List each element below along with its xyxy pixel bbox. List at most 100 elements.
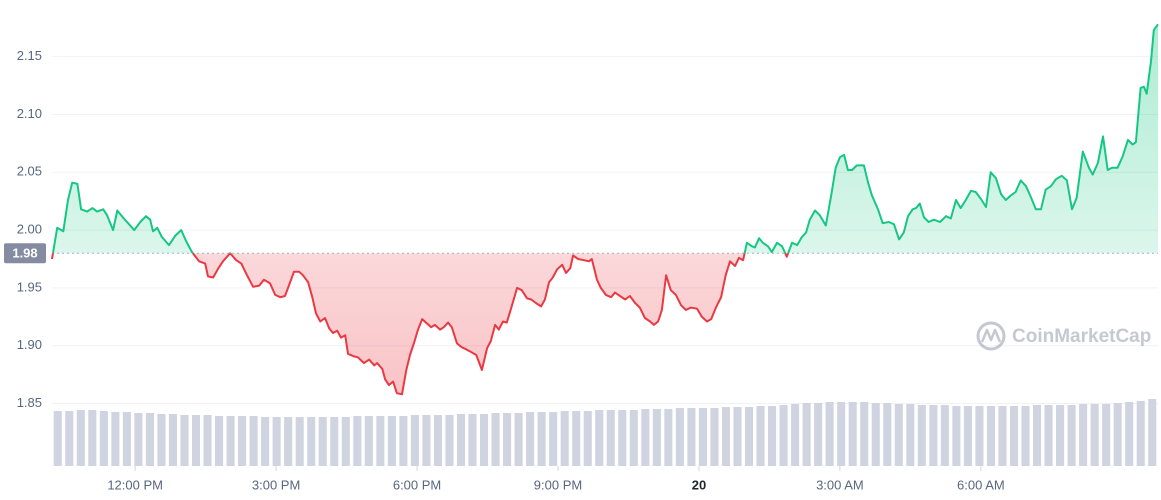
volume-bar (710, 408, 719, 466)
baseline-label: 1.98 (12, 246, 37, 261)
volume-bar (906, 404, 915, 466)
price-line-down (51, 253, 790, 396)
volume-bar (1113, 403, 1122, 466)
plot (51, 23, 1159, 396)
volume-bar (65, 411, 74, 466)
volume-bar (894, 404, 903, 466)
volume-bar (871, 403, 880, 466)
volume-bar (986, 406, 995, 466)
volume-bar (848, 402, 857, 466)
volume-bar (975, 406, 984, 466)
volume-bar (318, 417, 327, 466)
volume-bar (134, 413, 143, 466)
volume-bar (917, 405, 926, 466)
x-tick-label: 20 (692, 477, 706, 492)
volume-bar (802, 403, 811, 466)
volume-bar (284, 417, 293, 466)
volume-bar (330, 417, 339, 466)
volume-bar (652, 409, 661, 466)
volume-bar (1079, 404, 1088, 466)
x-tick-label: 6:00 PM (393, 477, 441, 492)
volume-bar (526, 412, 535, 466)
volume-bar (860, 402, 869, 466)
volume-bar (606, 410, 615, 466)
volume-bar (883, 403, 892, 466)
volume-bar (491, 413, 500, 466)
volume-bar (445, 415, 454, 466)
x-tick-label: 3:00 PM (252, 477, 300, 492)
volume-bar (779, 405, 788, 466)
volume-bar (261, 417, 270, 466)
volume-bar (1090, 404, 1099, 466)
volume-bar (664, 409, 673, 466)
volume-bar (1044, 405, 1053, 466)
axes: 1.85 1.90 1.95 2.00 2.05 2.10 2.15 12:00 PM 3:00… (4, 48, 1005, 492)
volume-bar (376, 416, 385, 466)
volume-bar (1125, 402, 1134, 466)
volume-bar (272, 417, 281, 466)
volume-bar (825, 402, 834, 466)
volume-bar (756, 406, 765, 466)
volume-bar (814, 403, 823, 466)
volume-bar (1148, 399, 1157, 466)
volume-bar (157, 414, 166, 466)
volume-bar (249, 416, 258, 466)
volume-bar (1056, 405, 1065, 466)
volume-bar (433, 415, 442, 466)
price-line-up (51, 23, 1159, 254)
volume-bar (468, 414, 477, 466)
volume-bar (479, 414, 489, 466)
volume-bar (952, 406, 961, 466)
volume-bar (111, 412, 120, 466)
volume-bar (687, 408, 696, 466)
volume-bar (364, 416, 373, 466)
volume-bar (1136, 401, 1145, 466)
volume-bar (122, 412, 131, 466)
volume-bar (399, 416, 408, 466)
volume-bar (191, 415, 201, 466)
volume-bar (1021, 406, 1030, 466)
volume-bar (940, 405, 949, 466)
volume-bar (88, 410, 97, 466)
watermark-text: CoinMarketCap (1012, 326, 1151, 347)
volume-bar (341, 417, 350, 466)
volume-bar (422, 415, 431, 466)
volume-bar (733, 407, 742, 466)
volume-bar (998, 406, 1007, 466)
volume-bar (595, 410, 604, 466)
volume-bar (549, 412, 558, 466)
volume-bar (307, 417, 316, 466)
volume-bar (503, 413, 512, 466)
volume-bar (215, 416, 224, 466)
volume-bar (560, 411, 569, 466)
watermark: CoinMarketCap (976, 321, 1151, 351)
x-tick-label: 6:00 AM (957, 477, 1005, 492)
volume-bar (1102, 404, 1111, 466)
volume-bar (929, 405, 938, 466)
x-tick-label: 3:00 AM (816, 477, 864, 492)
area-down (52, 253, 1158, 395)
x-tick-label: 9:00 PM (534, 477, 582, 492)
volume-bar (1032, 405, 1042, 466)
y-tick-label: 2.05 (17, 164, 42, 179)
y-tick-label: 2.00 (17, 222, 42, 237)
volume-bar (618, 410, 627, 466)
volume-bar (53, 411, 62, 466)
volume-bar (226, 416, 235, 466)
volume-bar (514, 413, 523, 466)
y-tick-label: 1.85 (17, 395, 42, 410)
volume-bar (353, 416, 362, 466)
y-tick-label: 2.10 (17, 106, 42, 121)
y-tick-label: 1.95 (17, 279, 42, 294)
volume-bars (53, 399, 1157, 466)
volume-bar (768, 406, 777, 466)
y-tick-label: 2.15 (17, 48, 42, 63)
y-tick-label: 1.90 (17, 337, 42, 352)
volume-bar (572, 411, 581, 466)
volume-bar (837, 402, 846, 466)
volume-bar (583, 411, 592, 466)
volume-bar (203, 415, 212, 466)
volume-bar (1067, 405, 1076, 466)
volume-bar (641, 409, 650, 466)
